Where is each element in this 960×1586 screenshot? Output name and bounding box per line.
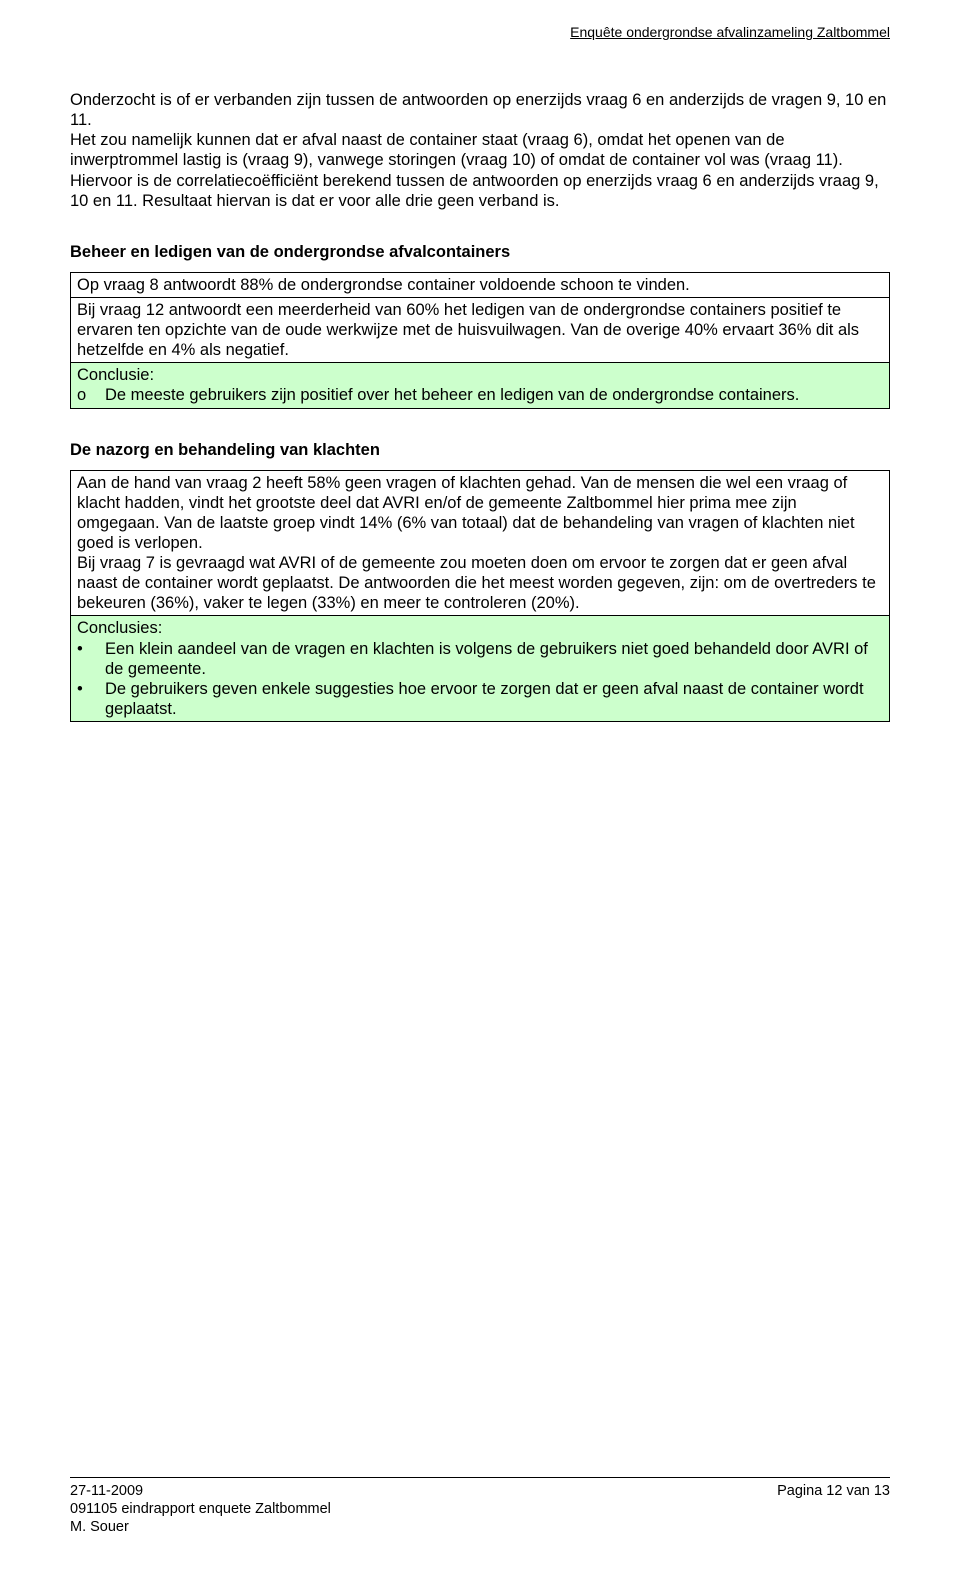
footer-author: M. Souer	[70, 1518, 331, 1536]
table-cell: Aan de hand van vraag 2 heeft 58% geen v…	[71, 470, 890, 616]
bullet-symbol: •	[77, 639, 105, 679]
footer-page-number: Pagina 12 van 13	[777, 1482, 890, 1536]
table-cell: Conclusies: • Een klein aandeel van de v…	[71, 616, 890, 722]
bullet-symbol: o	[77, 385, 105, 405]
footer-docname: 091105 eindrapport enquete Zaltbommel	[70, 1500, 331, 1518]
intro-paragraph-1: Onderzocht is of er verbanden zijn tusse…	[70, 90, 890, 130]
bullet-text: De gebruikers geven enkele suggesties ho…	[105, 679, 883, 719]
intro-block: Onderzocht is of er verbanden zijn tusse…	[70, 90, 890, 211]
page-footer: 27-11-2009 091105 eindrapport enquete Za…	[70, 1477, 890, 1536]
footer-date: 27-11-2009	[70, 1482, 331, 1500]
table-row: Aan de hand van vraag 2 heeft 58% geen v…	[71, 470, 890, 616]
table-row: Op vraag 8 antwoordt 88% de ondergrondse…	[71, 272, 890, 297]
table-row: Bij vraag 12 antwoordt een meerderheid v…	[71, 297, 890, 362]
bullet-symbol: •	[77, 679, 105, 719]
table-cell: Conclusie: o De meeste gebruikers zijn p…	[71, 363, 890, 408]
header-title: Enquête ondergrondse afvalinzameling Zal…	[570, 24, 890, 40]
section2-table: Aan de hand van vraag 2 heeft 58% geen v…	[70, 470, 890, 723]
footer-left: 27-11-2009 091105 eindrapport enquete Za…	[70, 1482, 331, 1536]
conclusion-bullet: • De gebruikers geven enkele suggesties …	[77, 679, 883, 719]
section1-table: Op vraag 8 antwoordt 88% de ondergrondse…	[70, 272, 890, 409]
table-row-conclusion: Conclusie: o De meeste gebruikers zijn p…	[71, 363, 890, 408]
bullet-text: De meeste gebruikers zijn positief over …	[105, 385, 883, 405]
conclusion-bullet: o De meeste gebruikers zijn positief ove…	[77, 385, 883, 405]
conclusion-label: Conclusies:	[77, 618, 883, 638]
conclusion-label: Conclusie:	[77, 365, 883, 385]
conclusion-bullet: • Een klein aandeel van de vragen en kla…	[77, 639, 883, 679]
bullet-text: Een klein aandeel van de vragen en klach…	[105, 639, 883, 679]
intro-paragraph-2: Het zou namelijk kunnen dat er afval naa…	[70, 130, 890, 170]
paragraph: Bij vraag 7 is gevraagd wat AVRI of de g…	[77, 553, 883, 613]
paragraph: Aan de hand van vraag 2 heeft 58% geen v…	[77, 473, 883, 554]
section1-heading: Beheer en ledigen van de ondergrondse af…	[70, 243, 890, 262]
table-cell: Bij vraag 12 antwoordt een meerderheid v…	[71, 297, 890, 362]
document-page: Enquête ondergrondse afvalinzameling Zal…	[0, 0, 960, 1586]
table-cell: Op vraag 8 antwoordt 88% de ondergrondse…	[71, 272, 890, 297]
intro-paragraph-3: Hiervoor is de correlatiecoëfficiënt ber…	[70, 171, 890, 211]
section2-heading: De nazorg en behandeling van klachten	[70, 441, 890, 460]
table-row-conclusion: Conclusies: • Een klein aandeel van de v…	[71, 616, 890, 722]
